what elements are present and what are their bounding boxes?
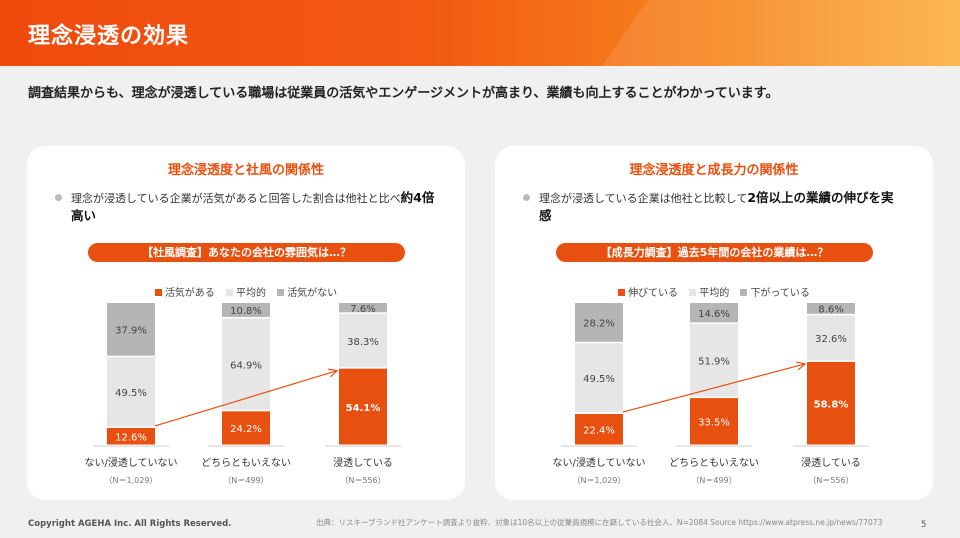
legend-item: 平均的 [226, 284, 266, 299]
data-label: 24.2% [230, 424, 262, 435]
legend-swatch-icon [740, 289, 748, 296]
legend-item: 活気がある [154, 284, 215, 299]
bullet-highlight: 約4倍高い [71, 190, 435, 223]
copyright-text: Copyright AGEHA Inc. All Rights Reserved… [28, 519, 232, 529]
bullet-text-wrap: 理念が浸透している企業は他社と比較して2倍以上の業績の伸びを実感 [539, 189, 903, 225]
legend-label: 平均的 [699, 288, 730, 299]
data-label: 28.2% [583, 319, 615, 330]
sample-size-label: （N＝499） [223, 476, 268, 485]
bar-segment [575, 343, 623, 413]
bar-segment [690, 303, 738, 323]
legend-swatch-icon [154, 289, 162, 296]
legend-label: 平均的 [236, 288, 266, 299]
category-label: どちらともいえない [669, 457, 759, 469]
bar-segment [690, 323, 738, 397]
legend-swatch-icon [226, 289, 233, 296]
sample-size-label: （N＝499） [691, 476, 736, 485]
legend-item: 活気がない [277, 284, 337, 299]
bar-segment [690, 398, 738, 445]
bar-segment [339, 368, 387, 445]
bar-segment [575, 414, 623, 445]
data-label: 14.6% [698, 309, 730, 320]
culture-card: 理念浸透度と社風の関係性 理念が浸透している企業が活気があると回答した割合は他社… [27, 146, 465, 500]
category-label: ない/浸透していない [84, 457, 177, 469]
data-label: 32.6% [815, 334, 847, 345]
card-title: 理念浸透度と社風の関係性 [167, 163, 324, 178]
question-pill: 【成長力調査】過去5年間の会社の業績は…？ [556, 243, 873, 262]
category-label: 浸透している [333, 457, 393, 469]
legend-item: 平均的 [689, 284, 729, 299]
data-label: 33.5% [698, 418, 730, 429]
trend-arrow-line [154, 370, 338, 427]
card-title: 理念浸透度と成長力の関係性 [629, 163, 799, 178]
sample-size-label: （N＝556） [808, 476, 853, 485]
bullet-point: 理念が浸透している企業は他社と比較して2倍以上の業績の伸びを実感 [523, 189, 903, 225]
legend-label: 下がっている [750, 288, 810, 299]
bullet-text: 理念が浸透している企業は他社と比較して [539, 192, 748, 205]
trend-arrow-head-icon [328, 368, 339, 378]
bullet-dot-icon [55, 194, 62, 201]
trend-arrow-head-icon [796, 361, 807, 371]
legend-item: 下がっている [740, 284, 810, 299]
stacked-bar-chart: 22.4% 49.5% 28.2% ない/浸透していない （N＝1,029） 33.5% 5… [552, 303, 869, 485]
legend-swatch-icon [689, 289, 697, 296]
legend-swatch-icon [618, 289, 626, 296]
bar-segment [222, 303, 270, 317]
legend-item: 伸びている [618, 284, 678, 299]
legend-label: 活気がない [287, 288, 338, 299]
data-label: 54.1% [346, 403, 381, 414]
bar-segment [807, 361, 855, 445]
bar-segment [575, 303, 623, 342]
question-pill: 【社風調査】あなたの会社の雰囲気は…？ [88, 243, 405, 262]
stacked-bar-chart: 12.6% 49.5% 37.9% ない/浸透していない （N＝1,029） 24.2% 6… [84, 303, 401, 485]
data-label: 12.6% [115, 432, 147, 443]
data-label: 37.9% [115, 326, 147, 337]
chart-legend: 活気がある 平均的 活気がない [27, 284, 465, 299]
bullet-highlight: 2倍以上の業績の伸びを実感 [539, 190, 894, 223]
bar-segment [107, 427, 155, 445]
page-number: 5 [921, 520, 927, 530]
bar-segment [222, 411, 270, 445]
bar-segment [107, 357, 155, 427]
data-label: 64.9% [230, 360, 262, 371]
legend-label: 伸びている [628, 288, 679, 299]
header-banner: 理念浸透の効果 [0, 0, 960, 66]
bar-segment [222, 318, 270, 410]
data-label: 38.3% [347, 337, 379, 348]
data-label: 51.9% [698, 356, 730, 367]
sample-size-label: （N＝1,029） [105, 476, 158, 485]
category-label: ない/浸透していない [552, 457, 645, 469]
source-note: 出典：リスキーブランド社アンケート調査より抜粋、対象は10名以上の従業員規模に在… [316, 518, 883, 527]
bullet-dot-icon [523, 194, 530, 201]
bullet-text: 理念が浸透している企業が活気があると回答した割合は他社と比べ [71, 192, 401, 205]
bar-segment [107, 303, 155, 356]
data-label: 49.5% [583, 374, 615, 385]
page-title: 理念浸透の効果 [28, 24, 190, 49]
data-label: 22.4% [583, 426, 615, 437]
lead-text: 調査結果からも、理念が浸透している職場は従業員の活気やエンゲージメントが高まり、… [28, 86, 779, 101]
growth-card: 理念浸透度と成長力の関係性 理念が浸透している企業は他社と比較して2倍以上の業績… [495, 146, 933, 500]
sample-size-label: （N＝1,029） [573, 476, 626, 485]
data-label: 58.8% [814, 399, 849, 410]
data-label: 10.8% [230, 306, 262, 317]
bar-segment [339, 313, 387, 368]
data-label: 49.5% [115, 388, 147, 399]
legend-swatch-icon [277, 289, 285, 296]
category-label: どちらともいえない [201, 457, 291, 469]
bar-segment [807, 315, 855, 361]
chart-legend: 伸びている 平均的 下がっている [495, 284, 933, 299]
data-label: 7.6% [350, 304, 375, 315]
bullet-text-wrap: 理念が浸透している企業が活気があると回答した割合は他社と比べ約4倍高い [71, 189, 435, 225]
sample-size-label: （N＝556） [340, 476, 385, 485]
bar-segment [339, 303, 387, 313]
bullet-point: 理念が浸透している企業が活気があると回答した割合は他社と比べ約4倍高い [55, 189, 435, 225]
data-label: 8.6% [818, 305, 843, 316]
legend-label: 活気がある [164, 288, 215, 299]
trend-arrow-line [622, 363, 806, 413]
bar-segment [807, 303, 855, 314]
category-label: 浸透している [801, 457, 861, 469]
